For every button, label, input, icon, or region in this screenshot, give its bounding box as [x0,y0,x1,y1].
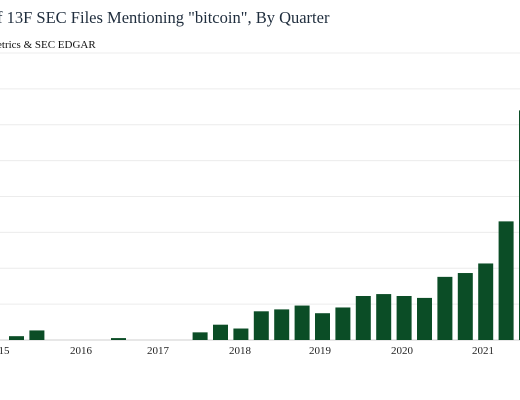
bar-2017-q3 [213,324,228,340]
bar-2021-q1 [498,221,514,340]
bar-2018-q2 [274,309,290,340]
bar-2018-q1 [253,311,269,340]
x-tick-label: 15 [0,345,10,357]
x-tick-label: 2017 [147,345,170,357]
x-tick-label: 2016 [70,345,93,357]
bar-2020-q2 [437,276,453,340]
x-tick-label: 2018 [229,345,252,357]
x-tick-label: 2019 [309,345,332,357]
bar-2016-q2 [111,338,126,340]
bar-2020-q1 [417,297,432,340]
bar-2019-q2 [355,295,371,340]
bars [9,110,520,341]
bar-2019-q4 [396,295,412,340]
bar-2017-q4 [233,328,249,340]
chart-title: f 13F SEC Files Mentioning "bitcoin", By… [0,8,330,27]
bar-2020-q3 [457,273,473,340]
x-tick-label: 2021 [472,345,494,357]
gridlines [0,52,520,341]
bar-2019-q3 [376,294,392,340]
bar-2015-q2 [29,330,45,340]
x-axis-ticks: 15 2016 2017 2018 2019 2020 2021 [0,345,494,357]
x-tick-label: 2020 [391,345,414,357]
bar-2018-q4 [315,313,330,340]
bar-2020-q4 [478,263,494,340]
chart-subtitle: etrics & SEC EDGAR [0,39,96,51]
bar-2018-q3 [294,305,310,340]
bar-2019-q1 [335,307,351,340]
bar-2017-q2 [192,332,208,340]
bar-2015-q1 [9,336,24,340]
